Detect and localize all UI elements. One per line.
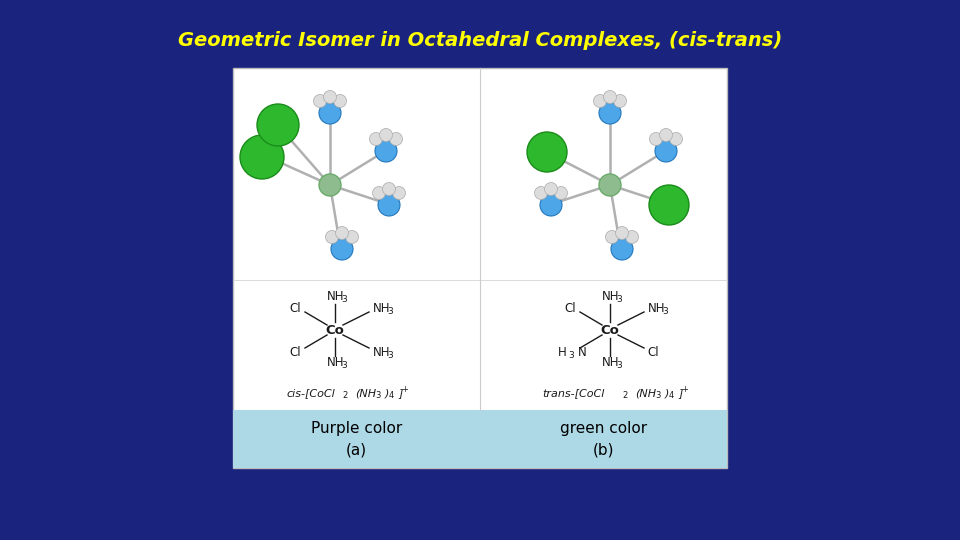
Text: ): ) [665,388,669,398]
Circle shape [527,132,567,172]
Text: 2: 2 [343,392,348,401]
Text: 3: 3 [387,307,393,315]
Circle shape [540,194,562,216]
Text: NH: NH [373,346,391,359]
Circle shape [378,194,400,216]
Circle shape [240,135,284,179]
Circle shape [346,231,358,244]
Circle shape [599,102,621,124]
Text: 3: 3 [375,392,381,401]
Text: 4: 4 [389,392,394,401]
Text: ): ) [385,388,390,398]
Circle shape [257,104,299,146]
Text: (b): (b) [592,442,614,457]
Circle shape [544,183,558,195]
Text: Cl: Cl [564,301,576,314]
Text: N: N [578,346,587,359]
Circle shape [390,132,402,145]
Text: ]: ] [398,388,402,398]
Text: 4: 4 [668,392,674,401]
Circle shape [626,231,638,244]
Text: NH: NH [373,301,391,314]
Circle shape [604,91,616,104]
Text: 3: 3 [341,295,347,305]
Circle shape [649,185,689,225]
Text: cis-[CoCl: cis-[CoCl [286,388,335,398]
Circle shape [372,186,386,199]
Text: 3: 3 [568,350,574,360]
Text: trans-[CoCl: trans-[CoCl [542,388,605,398]
Text: 3: 3 [616,295,622,305]
Circle shape [382,183,396,195]
Text: (NH: (NH [355,388,376,398]
Circle shape [314,94,326,107]
Text: green color: green color [560,421,647,435]
Text: 3: 3 [662,307,668,315]
Circle shape [611,238,633,260]
Circle shape [375,140,397,162]
Text: ]: ] [678,388,683,398]
Text: NH: NH [602,291,620,303]
Circle shape [655,140,677,162]
Text: H: H [559,346,567,359]
Text: NH: NH [602,356,620,369]
Circle shape [599,174,621,196]
Text: NH: NH [327,356,345,369]
Circle shape [393,186,405,199]
Circle shape [669,132,683,145]
Text: +: + [682,386,688,395]
Circle shape [535,186,547,199]
Circle shape [606,231,618,244]
Text: Co: Co [325,323,345,336]
Circle shape [335,226,348,240]
Circle shape [379,129,393,141]
Circle shape [615,226,629,240]
Circle shape [319,174,341,196]
Circle shape [325,231,339,244]
Circle shape [660,129,673,141]
Circle shape [370,132,382,145]
Text: 2: 2 [622,392,628,401]
Text: Cl: Cl [289,346,300,359]
Circle shape [593,94,607,107]
Circle shape [555,186,567,199]
Circle shape [324,91,337,104]
Text: Cl: Cl [289,301,300,314]
Text: Geometric Isomer in Octahedral Complexes, (cis-trans): Geometric Isomer in Octahedral Complexes… [178,30,782,50]
Text: Cl: Cl [647,346,659,359]
Circle shape [331,238,353,260]
Bar [233,410,727,468]
Text: NH: NH [648,301,665,314]
Text: NH: NH [327,291,345,303]
Circle shape [650,132,662,145]
Text: (a): (a) [346,442,367,457]
Circle shape [613,94,627,107]
Text: 3: 3 [656,392,660,401]
Text: 3: 3 [616,361,622,370]
Text: 3: 3 [341,361,347,370]
Text: +: + [401,386,408,395]
Circle shape [333,94,347,107]
Text: Co: Co [601,323,619,336]
Bar [233,68,727,468]
Text: 3: 3 [387,350,393,360]
Circle shape [319,102,341,124]
Text: Purple color: Purple color [311,421,402,435]
Text: (NH: (NH [635,388,656,398]
